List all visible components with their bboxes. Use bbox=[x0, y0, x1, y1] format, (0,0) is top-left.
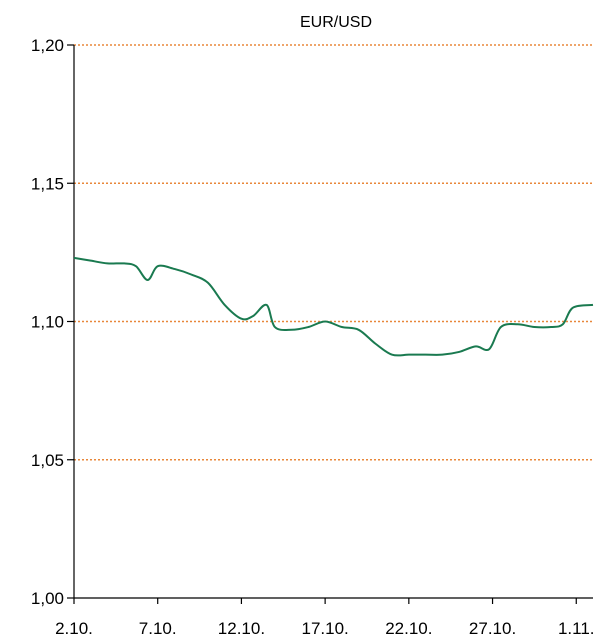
y-tick-label: 1,10 bbox=[31, 313, 64, 332]
x-tick-label: 27.10. bbox=[469, 619, 516, 638]
x-tick-label: 12.10. bbox=[218, 619, 265, 638]
series-group bbox=[73, 256, 594, 357]
y-tick-label: 1,15 bbox=[31, 174, 64, 193]
grid-lines bbox=[74, 44, 593, 461]
x-tick-label: 22.10. bbox=[385, 619, 432, 638]
x-tick-label: 1.11. bbox=[558, 619, 595, 638]
y-tick-label: 1,20 bbox=[31, 36, 64, 55]
x-tick-label: 7.10. bbox=[139, 619, 177, 638]
chart-title: EUR/USD bbox=[300, 14, 372, 31]
x-tick-label: 17.10. bbox=[301, 619, 348, 638]
y-tick-label: 1,05 bbox=[31, 451, 64, 470]
series-line-0 bbox=[73, 256, 594, 357]
x-tick-label: 2.10. bbox=[55, 619, 93, 638]
y-tick-label: 1,00 bbox=[31, 589, 64, 608]
y-axis-ticks: 1,00 1,05 1,10 1,15 1,20 bbox=[31, 36, 74, 608]
x-axis-ticks: 2.10. 7.10. 12.10. 17.10. 22.10. 27.10. 1.11. bbox=[55, 598, 595, 638]
